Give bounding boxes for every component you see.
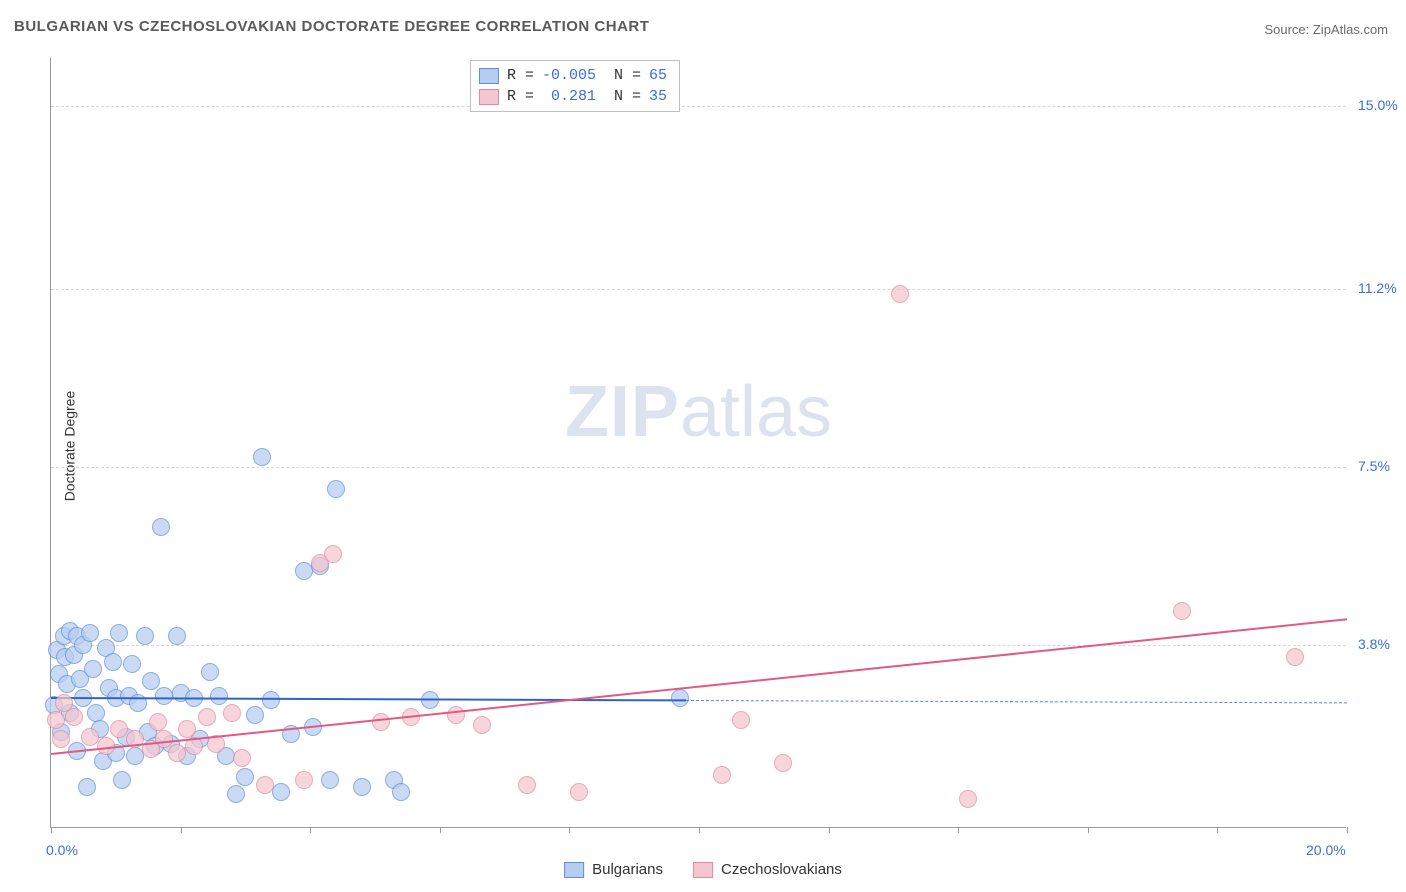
- legend-item: Bulgarians: [564, 861, 663, 878]
- data-point-bulgarians: [272, 783, 290, 801]
- y-tick-label: 3.8%: [1358, 636, 1390, 652]
- legend-row: R =-0.005N =65: [479, 65, 667, 86]
- legend-label: Czechoslovakians: [721, 861, 842, 878]
- data-point-czechoslovakians: [732, 711, 750, 729]
- data-point-bulgarians: [123, 655, 141, 673]
- x-tick: [1088, 827, 1089, 833]
- chart-container: BULGARIAN VS CZECHOSLOVAKIAN DOCTORATE D…: [0, 0, 1406, 892]
- data-point-czechoslovakians: [774, 754, 792, 772]
- gridline: [51, 289, 1346, 290]
- data-point-bulgarians: [136, 627, 154, 645]
- data-point-czechoslovakians: [81, 728, 99, 746]
- data-point-bulgarians: [168, 627, 186, 645]
- data-point-czechoslovakians: [713, 766, 731, 784]
- correlation-legend: R =-0.005N =65R = 0.281N =35: [470, 60, 680, 112]
- gridline: [51, 467, 1346, 468]
- data-point-czechoslovakians: [372, 713, 390, 731]
- x-tick: [699, 827, 700, 833]
- data-point-czechoslovakians: [518, 776, 536, 794]
- data-point-czechoslovakians: [233, 749, 251, 767]
- legend-swatch: [479, 68, 499, 84]
- trend-line-extension: [686, 700, 1347, 703]
- x-tick: [440, 827, 441, 833]
- series-legend: Bulgarians Czechoslovakians: [564, 861, 842, 878]
- x-tick: [1217, 827, 1218, 833]
- data-point-czechoslovakians: [52, 730, 70, 748]
- data-point-bulgarians: [210, 687, 228, 705]
- data-point-czechoslovakians: [959, 790, 977, 808]
- data-point-czechoslovakians: [570, 783, 588, 801]
- data-point-bulgarians: [392, 783, 410, 801]
- data-point-czechoslovakians: [256, 776, 274, 794]
- x-tick: [1347, 827, 1348, 833]
- x-tick: [829, 827, 830, 833]
- data-point-bulgarians: [104, 653, 122, 671]
- y-tick-label: 7.5%: [1358, 458, 1390, 474]
- x-tick: [181, 827, 182, 833]
- data-point-bulgarians: [152, 518, 170, 536]
- data-point-bulgarians: [421, 691, 439, 709]
- data-point-bulgarians: [321, 771, 339, 789]
- legend-label: Bulgarians: [592, 861, 663, 878]
- legend-swatch: [479, 89, 499, 105]
- x-min-label: 0.0%: [46, 842, 78, 858]
- data-point-czechoslovakians: [447, 706, 465, 724]
- data-point-bulgarians: [353, 778, 371, 796]
- data-point-czechoslovakians: [149, 713, 167, 731]
- legend-swatch: [693, 862, 713, 878]
- y-tick-label: 15.0%: [1358, 97, 1398, 113]
- x-tick: [569, 827, 570, 833]
- trend-line: [51, 619, 1347, 756]
- watermark: ZIPatlas: [565, 371, 832, 453]
- data-point-czechoslovakians: [324, 545, 342, 563]
- data-point-czechoslovakians: [47, 711, 65, 729]
- data-point-czechoslovakians: [110, 720, 128, 738]
- chart-title: BULGARIAN VS CZECHOSLOVAKIAN DOCTORATE D…: [14, 18, 649, 35]
- x-tick: [310, 827, 311, 833]
- data-point-czechoslovakians: [198, 708, 216, 726]
- data-point-bulgarians: [236, 768, 254, 786]
- plot-area: ZIPatlas: [50, 58, 1346, 828]
- data-point-bulgarians: [262, 691, 280, 709]
- data-point-bulgarians: [87, 704, 105, 722]
- data-point-czechoslovakians: [1173, 602, 1191, 620]
- data-point-bulgarians: [81, 624, 99, 642]
- data-point-bulgarians: [110, 624, 128, 642]
- data-point-bulgarians: [253, 448, 271, 466]
- gridline: [51, 645, 1346, 646]
- data-point-czechoslovakians: [155, 730, 173, 748]
- x-tick: [958, 827, 959, 833]
- data-point-bulgarians: [84, 660, 102, 678]
- data-point-bulgarians: [227, 785, 245, 803]
- legend-item: Czechoslovakians: [693, 861, 842, 878]
- data-point-bulgarians: [155, 687, 173, 705]
- data-point-czechoslovakians: [223, 704, 241, 722]
- data-point-czechoslovakians: [295, 771, 313, 789]
- data-point-czechoslovakians: [891, 285, 909, 303]
- data-point-bulgarians: [671, 689, 689, 707]
- legend-row: R = 0.281N =35: [479, 86, 667, 107]
- data-point-czechoslovakians: [65, 708, 83, 726]
- source-attribution: Source: ZipAtlas.com: [1264, 22, 1388, 37]
- data-point-bulgarians: [201, 663, 219, 681]
- data-point-bulgarians: [113, 771, 131, 789]
- legend-swatch: [564, 862, 584, 878]
- data-point-bulgarians: [246, 706, 264, 724]
- data-point-bulgarians: [142, 672, 160, 690]
- x-tick: [51, 827, 52, 833]
- data-point-czechoslovakians: [1286, 648, 1304, 666]
- x-max-label: 20.0%: [1306, 842, 1346, 858]
- y-tick-label: 11.2%: [1358, 280, 1397, 296]
- data-point-bulgarians: [327, 480, 345, 498]
- gridline: [51, 106, 1346, 107]
- data-point-czechoslovakians: [178, 720, 196, 738]
- data-point-czechoslovakians: [473, 716, 491, 734]
- data-point-bulgarians: [78, 778, 96, 796]
